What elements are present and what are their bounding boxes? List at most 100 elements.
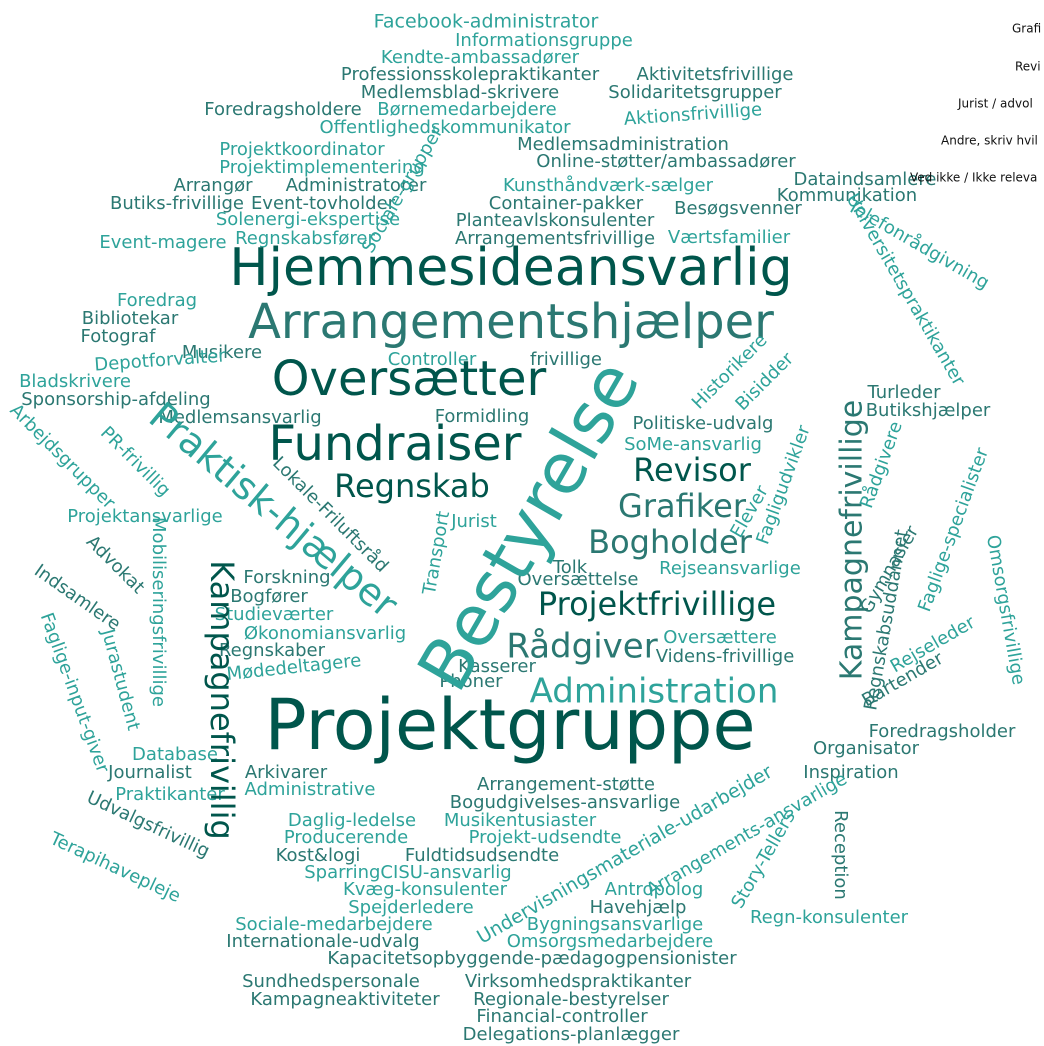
word: Solenergi-ekspertise [216,209,400,230]
word: Medlemsansvarlig [158,407,321,428]
word: Controller [388,349,477,370]
word: Daglig-ledelse [288,810,416,831]
word: Videns-frivillige [656,646,795,667]
word: Butikshjælper [866,400,991,421]
word: Grafiker [618,487,747,525]
word: Bogudgivelses-ansvarlige [450,792,681,813]
word: Aktionsfrivillige [623,99,763,130]
word: Værtsfamilier [668,227,791,248]
word: Bladskrivere [19,371,131,392]
word: Butiks-frivillige [110,193,244,214]
word: Telefonrådgivning [843,195,993,294]
word: Arrangementsfrivillige [455,228,655,249]
word: Kommunikation [777,185,917,206]
word: Kampagneaktiviteter [250,989,440,1010]
word: Antropolog [605,879,704,900]
word: Organisator [813,738,920,759]
word: Planteavlskonsulenter [456,210,655,231]
word: Medlemsadministration [517,134,729,155]
word: Bibliotekar [82,308,179,329]
word: Solidaritetsgrupper [608,82,782,103]
word: Professionsskolepraktikanter [341,64,600,85]
word: Studieværter [215,604,334,625]
word: Forskning [243,567,330,588]
word: Producerende [284,827,408,848]
word: Faglige-specialister [914,444,993,614]
word: frivillige [530,349,602,370]
word: Aktivitetsfrivillige [637,64,794,85]
word: Kampagnefrivillig [203,560,241,840]
word: Omsorgsfrivillige [982,533,1029,686]
word: Database [132,744,218,765]
word: Havehjælp [590,897,687,918]
word: Administration [530,672,779,712]
word: Hjemmesideansvarlig [229,238,792,298]
word: Mobiliseringsfrivillige [148,517,169,707]
word: Regionale-bestyrelser [473,989,669,1010]
word: Medlemsblad-skrivere [361,82,559,103]
word: Projektkoordinator [219,139,385,160]
word: Offentlighedskommunikator [319,117,571,138]
word: Facebook-administrator [374,11,599,33]
word: Internationale-udvalg [226,931,419,952]
word: Formidling [435,406,530,427]
word: Besøgsvenner [674,198,802,219]
word: Oversættelse [518,569,639,590]
word: Kendte-ambassadører [381,47,580,68]
word: Økonomiansvarlig [244,623,406,644]
word: Musikere [182,342,262,363]
word: Foredragsholder [869,721,1016,742]
word: Bygningsansvarlige [527,914,703,935]
word: Arrangement-støtte [477,774,655,795]
word: Kapacitetsopbyggende-pædagogpensionister [327,948,737,969]
word: Praktikanter [115,784,225,805]
word: Event-magere [99,232,226,253]
word: Regn-konsulenter [750,907,909,928]
legend-label: Jurist / advol [957,97,1033,111]
word: Fundraiser [268,416,521,472]
word: SoMe-ansvarlig [624,434,762,455]
word: Rejseansvarlige [659,558,801,579]
word: Administratorer [286,175,427,196]
word: Projekt-udsendte [469,827,622,848]
word: Inspiration [803,762,898,783]
word: Delegations-planlægger [463,1024,680,1045]
word: Kampagnefrivillige [835,400,870,681]
word: Arrangør [173,175,253,196]
word: Regnskab [334,467,490,505]
word: Kost&logi [276,845,361,866]
word: Virksomhedspraktikanter [465,971,692,992]
word: Oversættere [663,627,777,648]
word: Sponsorship-afdeling [21,389,210,410]
word: Sociale-medarbejdere [235,914,432,935]
word: Foredrag [117,290,197,311]
word: Revisor [633,451,752,489]
word: Arrangementshjælper [248,294,774,350]
word: Turleder [866,382,941,403]
word: Sundhedspersonale [242,971,420,992]
word: Container-pakker [489,193,644,214]
legend-label: Revi [1015,60,1041,74]
word: Projektimplementering [219,157,425,178]
word: Foredragsholdere [204,99,361,120]
word: Event-tovholder [251,193,396,214]
word: Dataindsamlere [794,169,937,190]
word: Kvæg-konsulenter [343,879,508,900]
word: Arkivarer [245,762,328,783]
word: Projektfrivillige [538,585,776,623]
word: Kunsthåndværk-sælger [503,175,714,196]
word: Fotograf [81,326,157,347]
word: Financial-controller [476,1006,648,1027]
legend-label: Grafi [1012,22,1041,36]
word: Projektgruppe [264,684,755,766]
word: Journalist [107,762,192,783]
word: Fuldtidsudsendte [405,845,559,866]
legend-label: Andre, skriv hvil [941,134,1038,148]
word: Reception [830,810,851,900]
word: Børnemedarbejdere [377,99,556,120]
word: Politiske-udvalg [633,413,774,434]
word: Bogfører [230,586,308,607]
word: Rådgiver [506,627,657,667]
